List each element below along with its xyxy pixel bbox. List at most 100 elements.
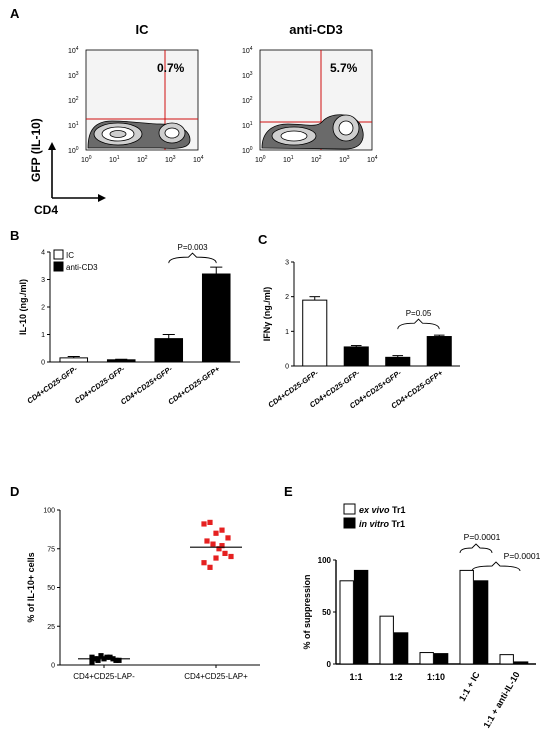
- bar: [201, 273, 231, 363]
- bar: [426, 336, 452, 367]
- significance-bracket: [459, 543, 493, 554]
- legend-swatch: [53, 249, 64, 260]
- y-tick-label: 101: [68, 121, 79, 130]
- legend-label: ex vivo Tr1: [359, 505, 406, 515]
- x-tick-label: CD4+CD25-GFP-: [25, 364, 79, 405]
- chart-d: 0 25 50 75 100 % of IL-10+ cells CD4+CD25-LAP-…: [26, 508, 260, 681]
- panel-b-letter: B: [10, 228, 19, 243]
- panel-e-letter: E: [284, 484, 293, 499]
- data-point: [219, 543, 225, 549]
- data-point: [213, 530, 219, 536]
- bar: [473, 580, 489, 665]
- y-tick-label: 100: [43, 508, 55, 515]
- y-tick-label: 2: [285, 294, 289, 301]
- y-tick-label: 2: [41, 305, 45, 312]
- y-tick-label: 103: [242, 71, 253, 80]
- data-point: [207, 519, 213, 525]
- y-tick-label: 102: [242, 96, 253, 105]
- flow-xlabel: CD4: [34, 203, 58, 217]
- p-value-label: P=0.0001: [504, 551, 541, 561]
- y-tick-label: 100: [68, 146, 79, 155]
- y-tick-label: 50: [47, 585, 55, 592]
- y-tick-label: 104: [68, 46, 79, 55]
- bar: [353, 569, 369, 665]
- significance-bracket: [397, 318, 440, 330]
- legend-swatch: [343, 517, 356, 529]
- legend-swatch: [53, 261, 64, 272]
- data-point: [104, 654, 110, 660]
- chart-b: 0 1 2 3 4 IL-10 (ng./ml) CD4+CD25-GFP- CD4+CD25…: [18, 243, 240, 407]
- bar: [513, 661, 529, 665]
- y-axis-label: % of suppression: [302, 574, 312, 649]
- bar: [106, 359, 136, 363]
- x-tick-label: 100: [255, 155, 266, 164]
- flow-plot-ic: 0.7%: [85, 49, 199, 151]
- y-tick-label: 104: [242, 46, 253, 55]
- y-tick-label: 0: [285, 364, 289, 371]
- y-tick-label: 103: [68, 71, 79, 80]
- x-tick-label: 103: [339, 155, 350, 164]
- data-point: [116, 657, 122, 663]
- flow-title-ic: IC: [136, 22, 150, 37]
- chart-e: 0 50 100 % of suppression 1:1 1:2 1:10 1:1 + IC…: [302, 503, 541, 730]
- bar: [433, 653, 449, 665]
- p-value-label: P=0.05: [406, 309, 432, 318]
- data-point: [228, 553, 234, 560]
- flow-plot-anti-cd3: 5.7%: [259, 49, 373, 151]
- y-tick-label: 0: [41, 360, 45, 367]
- data-point: [107, 654, 113, 660]
- y-tick-label: 100: [242, 146, 253, 155]
- significance-bracket: [471, 561, 521, 572]
- y-axis-label: IL-10 (ng./ml): [18, 279, 28, 335]
- data-point: [210, 541, 216, 547]
- bar: [343, 346, 369, 367]
- data-point: [98, 653, 104, 659]
- x-tick-label: 104: [193, 155, 204, 164]
- flow-title-anti-cd3: anti-CD3: [289, 22, 342, 37]
- legend-label: IC: [66, 251, 74, 260]
- y-arrow-head: [48, 142, 56, 150]
- x-tick-label: CD4+CD25-GFP+: [166, 364, 222, 407]
- y-tick-label: 25: [47, 624, 55, 631]
- x-tick-label: 1:2: [389, 672, 402, 682]
- y-tick-label: 100: [318, 556, 332, 565]
- contour-cluster: [87, 120, 191, 149]
- panel-a-letter: A: [10, 6, 20, 21]
- quadrant-percent-anti-cd3: 5.7%: [330, 61, 358, 75]
- y-tick-label: 1: [41, 332, 45, 339]
- x-tick-label: 101: [283, 155, 294, 164]
- data-point: [201, 560, 207, 566]
- legend-label: in vitro Tr1: [359, 519, 405, 529]
- y-axis-label: % of IL-10+ cells: [26, 552, 36, 622]
- x-tick-label: 1:10: [427, 672, 445, 682]
- bar: [459, 569, 474, 665]
- legend-label: anti-CD3: [66, 263, 98, 272]
- y-tick-label: 1: [285, 329, 289, 336]
- x-tick-label: 1:1 + anti-IL-10: [481, 670, 521, 730]
- quadrant-percent-ic: 0.7%: [157, 61, 185, 75]
- data-point: [89, 654, 95, 660]
- data-point: [89, 659, 95, 665]
- panel-d-letter: D: [10, 484, 19, 499]
- x-tick-label: 1:1: [349, 672, 362, 682]
- bar: [154, 338, 184, 363]
- x-tick-label: CD4+CD25-LAP-: [73, 672, 135, 681]
- bar: [339, 580, 354, 665]
- y-tick-label: 3: [285, 260, 289, 267]
- data-point: [213, 555, 219, 561]
- y-tick-label: 101: [242, 121, 253, 130]
- significance-bracket: [168, 252, 217, 264]
- data-point: [219, 527, 225, 533]
- flow-ylabel: GFP (IL-10): [29, 118, 43, 182]
- bar: [379, 615, 394, 665]
- x-tick-label: 1:1 + IC: [457, 670, 482, 703]
- data-point: [222, 550, 228, 556]
- x-tick-label: 103: [165, 155, 176, 164]
- bar: [59, 357, 89, 363]
- data-point: [113, 657, 119, 663]
- y-tick-label: 3: [41, 277, 45, 284]
- bar: [385, 356, 411, 367]
- data-point: [204, 538, 210, 544]
